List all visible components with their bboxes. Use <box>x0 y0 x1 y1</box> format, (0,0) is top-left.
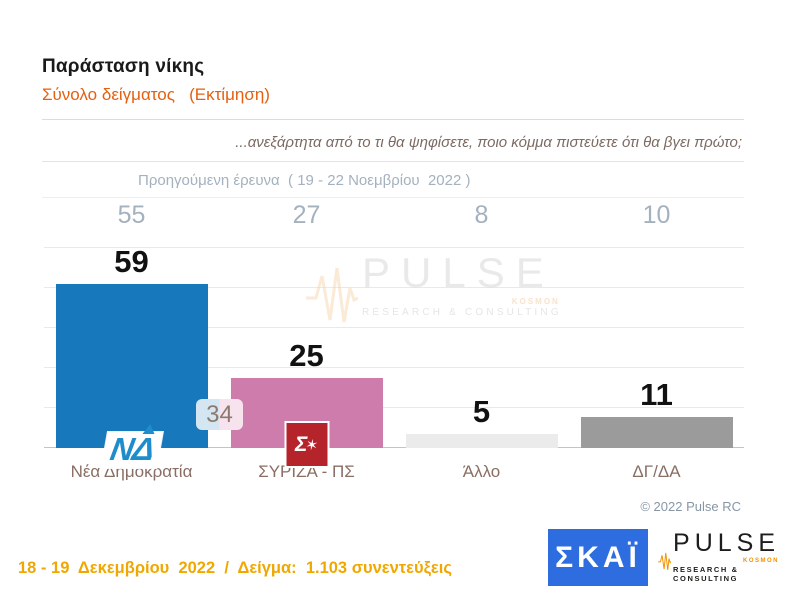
divider-question <box>42 161 744 162</box>
syriza-logo: Σ ✶ <box>284 421 329 468</box>
gridline <box>44 247 744 248</box>
header: Παράσταση νίκης Σύνολο δείγματος (Εκτίμη… <box>42 56 270 105</box>
category-label: ΣΥΡΙΖΑ - ΠΣ <box>258 462 355 481</box>
nea-dimokratia-logo: ΝΔ <box>101 424 162 468</box>
pulse-logo-subtitle: RESEARCH & CONSULTING <box>673 564 739 583</box>
bar-column: 5 <box>394 232 569 448</box>
pulse-logo: PULSE KOSMON RESEARCH & CONSULTING <box>658 528 780 585</box>
heartbeat-icon <box>306 267 358 323</box>
axis-baseline <box>44 447 744 448</box>
bar-value-label: 5 <box>472 394 491 429</box>
bar-column: 25 Σ ✶ <box>219 232 394 468</box>
difference-badge: 34 <box>196 399 243 430</box>
previous-survey-label: Προηγούμενη έρευνα ( 19 - 22 Νοεμβρίου 2… <box>138 172 471 189</box>
gridline <box>44 287 744 288</box>
watermark-subtitle-text: RESEARCH & CONSULTING <box>362 307 562 318</box>
bar-columns: 59 ΝΔ 25 Σ ✶ 5 11 <box>44 232 744 468</box>
category-label: Νέα Δημοκρατία <box>70 462 193 481</box>
gridline <box>44 327 744 328</box>
category-label: ΔΓ/ΔΑ <box>632 462 681 481</box>
skai-logo: ΣΚΑΪ <box>548 529 648 586</box>
copyright-note: © 2022 Pulse RC <box>640 499 741 514</box>
divider-top <box>42 119 744 120</box>
bar-value-label: 25 <box>289 338 324 373</box>
page-title: Παράσταση νίκης <box>42 56 205 77</box>
footer-date-sample: 18 - 19 Δεκεμβρίου 2022 / Δείγμα: 1.103 … <box>18 559 452 577</box>
pulse-watermark: PULSE KOSMON RESEARCH & CONSULTING <box>306 252 562 326</box>
heartbeat-icon <box>658 552 672 570</box>
survey-question: ...ανεξάρτητα από το τι θα ψηφίσετε, ποι… <box>235 134 742 151</box>
pulse-logo-kosmon: KOSMON <box>743 557 779 564</box>
gridline <box>44 367 744 368</box>
previous-values-row: 55 27 8 10 <box>44 201 744 230</box>
previous-value: 27 <box>292 201 321 229</box>
previous-value: 10 <box>642 201 671 229</box>
previous-value: 8 <box>474 201 489 229</box>
bar-column: 59 ΝΔ <box>44 232 219 468</box>
bar <box>580 417 733 448</box>
gridline <box>44 407 744 408</box>
bar-value-label: 59 <box>114 244 149 279</box>
bar <box>55 284 208 448</box>
bar-value-label: 11 <box>640 377 673 412</box>
bar <box>405 434 558 448</box>
divider-previous <box>42 197 744 198</box>
page-subtitle: Σύνολο δείγματος (Εκτίμηση) <box>42 85 270 104</box>
pulse-logo-text: PULSE <box>673 528 780 557</box>
previous-value: 55 <box>117 201 146 229</box>
bar-chart: PULSE KOSMON RESEARCH & CONSULTING 59 ΝΔ 2… <box>44 232 744 468</box>
bar-column: 11 <box>569 232 744 448</box>
category-labels-row: Νέα Δημοκρατία ΣΥΡΙΖΑ - ΠΣ Άλλο ΔΓ/ΔΑ <box>44 462 744 482</box>
watermark-pulse-text: PULSE <box>362 249 555 296</box>
footer-logos: ΣΚΑΪ PULSE KOSMON RESEARCH & CONSULTING <box>548 529 780 586</box>
watermark-kosmon-text: KOSMON <box>511 297 560 306</box>
category-label: Άλλο <box>462 462 501 481</box>
